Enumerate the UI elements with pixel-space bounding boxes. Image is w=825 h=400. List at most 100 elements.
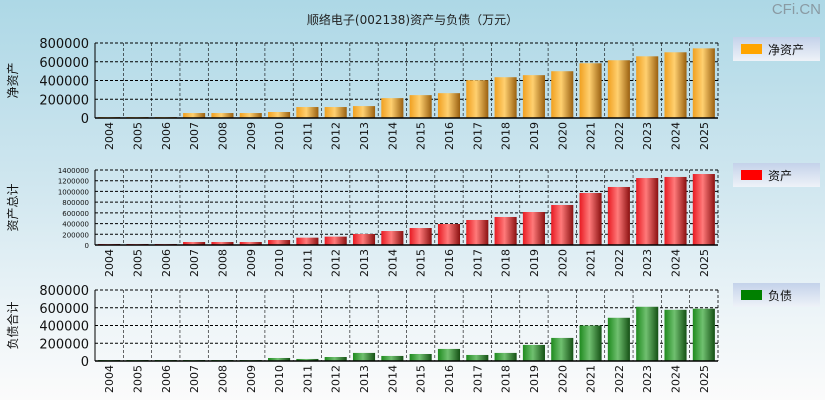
bar-2013 [352,352,376,361]
y-tick-label: 1200000 [58,178,89,186]
bar-2025 [692,308,715,361]
bar-2012 [324,107,347,118]
bar-2011 [296,237,319,245]
x-tick-label: 2008 [216,122,229,150]
y-tick-label: 600000 [39,302,89,317]
y-tick-label: 0 [81,112,89,127]
chart-panel-2: 0 200000 400000 600000 800000 2004 2005 2006 200… [5,284,719,393]
y-tick-label: 400000 [39,75,89,90]
y-tick-label: 800000 [62,199,89,207]
bar-2015 [409,95,432,118]
x-tick-label: 2010 [273,249,286,277]
bar-2011 [296,107,319,118]
x-tick-label: 2007 [188,365,201,393]
legend-label: 负债 [768,289,793,303]
bar-2019 [522,75,545,118]
bar-2015 [409,353,432,361]
x-tick-label: 2008 [216,365,229,393]
x-tick-label: 2019 [528,365,541,393]
x-tick-label: 2022 [613,365,626,393]
x-tick-label: 2016 [443,249,456,277]
bar-2025 [692,48,715,118]
legend-total-assets: 资产 [733,163,820,187]
legend-swatch [741,170,762,180]
x-tick-label: 2015 [415,122,428,150]
x-tick-label: 2004 [103,122,116,150]
x-tick-label: 2013 [358,365,371,393]
x-tick-label: 2009 [245,122,258,150]
x-tick-label: 2025 [698,249,711,277]
y-tick-label: 200000 [39,93,89,108]
x-tick-label: 2024 [670,122,683,150]
y-tick-label: 200000 [39,337,89,352]
x-tick-label: 2020 [556,122,569,150]
x-tick-label: 2007 [188,249,201,277]
x-tick-label: 2005 [131,122,144,150]
bar-2024 [664,309,687,361]
x-tick-label: 2017 [471,249,484,277]
x-tick-label: 2018 [500,122,513,150]
y-tick-label: 400000 [62,221,89,229]
x-tick-label: 2021 [585,365,598,393]
legend-net-assets: 净资产 [733,37,820,61]
bar-2024 [664,52,687,118]
bar-2011 [296,358,319,361]
x-tick-label: 2005 [131,365,144,393]
bar-2018 [494,352,517,361]
cfi-logo: CFi.CN [771,1,821,18]
y-axis-label: 资产总计 [6,183,20,231]
x-tick-label: 2005 [131,249,144,277]
bar-2023 [636,178,659,245]
x-tick-label: 2015 [415,365,428,393]
bar-2017 [466,80,489,118]
bar-2008 [211,242,234,245]
x-tick-label: 2013 [358,122,371,150]
x-tick-label: 2018 [500,365,513,393]
legend-liabilities: 负债 [733,283,820,307]
x-tick-label: 2022 [613,249,626,277]
bar-2017 [466,354,489,361]
bar-2022 [607,317,630,361]
bar-2021 [579,192,602,245]
x-tick-label: 2014 [386,122,399,150]
x-tick-label: 2011 [301,365,314,393]
bar-2016 [437,224,461,245]
bar-2016 [437,348,461,361]
bar-2019 [522,344,545,361]
x-tick-label: 2017 [471,365,484,393]
y-tick-label: 1000000 [58,188,89,196]
x-tick-label: 2012 [330,365,343,393]
x-tick-label: 2006 [160,122,173,150]
y-axis-label: 净资产 [6,62,20,98]
x-tick-label: 2006 [160,249,173,277]
x-tick-label: 2020 [556,365,569,393]
bar-2014 [381,231,404,245]
x-tick-label: 2023 [641,365,654,393]
x-tick-label: 2011 [301,122,314,150]
x-tick-label: 2019 [528,249,541,277]
chart-panel-1: 0 200000 400000 600000 800000 1000000 1200000 1… [6,167,719,277]
x-tick-label: 2010 [273,365,286,393]
x-tick-label: 2020 [556,249,569,277]
y-tick-label: 800000 [39,284,89,299]
bar-2012 [324,236,347,245]
x-tick-label: 2021 [585,122,598,150]
x-tick-label: 2023 [641,122,654,150]
x-tick-label: 2015 [415,249,428,277]
bar-2012 [324,357,347,361]
y-tick-label: 200000 [62,231,89,239]
bar-2010 [268,112,291,118]
y-tick-label: 600000 [62,210,89,218]
x-tick-label: 2011 [301,249,314,277]
x-tick-label: 2025 [698,365,711,393]
bar-2014 [381,98,404,118]
bar-2019 [522,212,545,245]
legend-swatch [741,44,762,54]
x-tick-label: 2018 [500,249,513,277]
y-tick-label: 400000 [39,320,89,335]
bar-2021 [579,325,602,361]
x-tick-label: 2009 [245,365,258,393]
bar-2022 [607,60,630,118]
bar-2013 [352,106,376,118]
